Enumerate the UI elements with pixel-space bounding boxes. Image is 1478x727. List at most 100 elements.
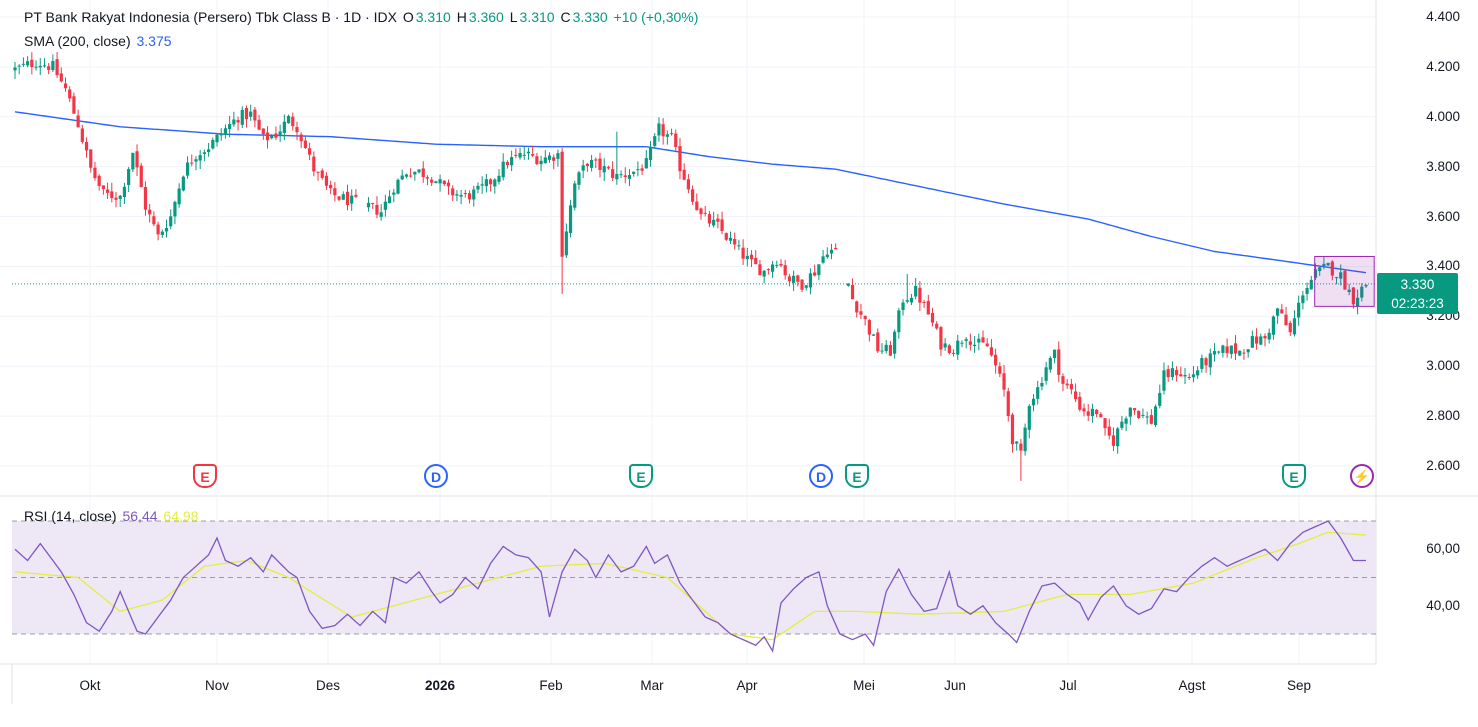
candle-body <box>1095 409 1099 415</box>
candle-body <box>295 127 299 133</box>
candle-body <box>185 162 190 176</box>
candle-body <box>653 136 657 147</box>
candle-body <box>985 343 989 347</box>
candle-body <box>834 247 838 250</box>
rsi-tick-label: 40,00 <box>1426 597 1460 613</box>
candle-body <box>282 121 286 133</box>
candle-body <box>143 187 148 210</box>
candle-body <box>1052 349 1057 359</box>
dividend-marker-icon[interactable]: D <box>424 464 448 488</box>
earnings-marker-icon[interactable]: E <box>193 464 217 488</box>
rsi-legend[interactable]: RSI (14, close) 56,44 64,98 <box>24 508 200 524</box>
candle-body <box>531 153 535 156</box>
candle-body <box>804 285 808 288</box>
candle-body <box>1254 336 1259 344</box>
candle-body <box>425 177 430 179</box>
candle-body <box>543 157 547 164</box>
price-tick-label: 3.600 <box>1426 208 1460 224</box>
candle-body <box>1090 408 1095 417</box>
rsi-lines <box>14 520 1367 653</box>
candle-body <box>430 179 434 183</box>
candle-body <box>964 339 968 341</box>
candle-body <box>400 175 404 180</box>
candle-body <box>720 219 724 232</box>
candle-body <box>488 179 493 185</box>
candle-body <box>127 169 131 185</box>
candle-body <box>308 148 312 155</box>
candle-body <box>930 312 935 323</box>
candle-body <box>770 264 775 272</box>
candle-body <box>556 153 560 159</box>
candle-body <box>644 158 648 169</box>
candle-body <box>871 334 876 336</box>
candle-body <box>1360 286 1364 298</box>
sma-legend[interactable]: SMA (200, close) 3.375 <box>24 33 174 49</box>
candle-body <box>678 146 682 172</box>
candle-body <box>876 332 880 352</box>
candle-body <box>699 208 703 215</box>
candle-body <box>686 179 690 190</box>
candle-body <box>724 233 728 240</box>
candle-body <box>114 197 118 200</box>
symbol-title[interactable]: PT Bank Rakyat Indonesia (Persero) Tbk C… <box>24 9 397 25</box>
candle-body <box>691 189 695 202</box>
candle-body <box>956 340 960 355</box>
candle-body <box>484 179 488 187</box>
highlight-rectangle[interactable] <box>1314 255 1375 307</box>
candle-body <box>989 347 994 356</box>
candle-body <box>1208 353 1212 368</box>
candle-body <box>897 310 901 333</box>
candle-body <box>131 152 135 170</box>
candle-body <box>994 354 998 366</box>
candle-body <box>261 128 265 135</box>
candle-body <box>1057 349 1061 375</box>
candle-body <box>661 124 665 137</box>
candle-body <box>779 263 783 266</box>
candle-body <box>1330 261 1334 276</box>
candle-body <box>1120 421 1124 428</box>
candle-body <box>1196 370 1200 376</box>
price-tick-label: 4.400 <box>1426 9 1460 24</box>
candle-body <box>581 165 585 171</box>
candle-body <box>1082 408 1086 412</box>
earnings-marker-icon[interactable]: E <box>629 464 653 488</box>
candle-body <box>1259 336 1263 345</box>
price-tick-label: 3.400 <box>1426 258 1460 274</box>
candle-body <box>972 344 977 347</box>
split-marker-icon[interactable]: ⚡ <box>1350 464 1374 488</box>
candle-body <box>1073 391 1078 400</box>
candle-body <box>863 315 867 320</box>
dividend-marker-icon[interactable]: D <box>809 464 833 488</box>
earnings-marker-icon[interactable]: E <box>845 464 869 488</box>
candle-body <box>383 201 387 210</box>
candle-body <box>316 171 320 173</box>
candle-body <box>257 119 261 130</box>
candle-body <box>76 115 80 128</box>
candle-body <box>89 149 93 168</box>
candle-body <box>1318 267 1322 272</box>
candle-body <box>1347 289 1351 293</box>
candle-body <box>72 96 76 114</box>
earnings-marker-icon[interactable]: E <box>1282 464 1306 488</box>
time-tick-label: Okt <box>79 678 101 693</box>
candle-body <box>1103 418 1107 429</box>
candle-body <box>68 89 72 99</box>
candle-body <box>1086 411 1090 416</box>
candle-body <box>821 256 825 263</box>
candle-body <box>148 209 152 215</box>
change-value: +10 (+0,30%) <box>613 9 699 25</box>
candle-body <box>707 214 712 224</box>
candle-body <box>1061 376 1065 384</box>
candle-body <box>1238 350 1242 356</box>
candle-body <box>286 115 291 124</box>
candle-body <box>34 66 38 68</box>
candle-body <box>505 162 510 166</box>
symbol-legend[interactable]: PT Bank Rakyat Indonesia (Persero) Tbk C… <box>24 9 700 25</box>
candle-body <box>438 179 442 184</box>
candle-body <box>219 134 223 136</box>
selection-overlay[interactable] <box>1314 255 1375 307</box>
candle-body <box>152 216 156 225</box>
rsi-band <box>12 520 1376 635</box>
candle-body <box>1267 332 1271 340</box>
